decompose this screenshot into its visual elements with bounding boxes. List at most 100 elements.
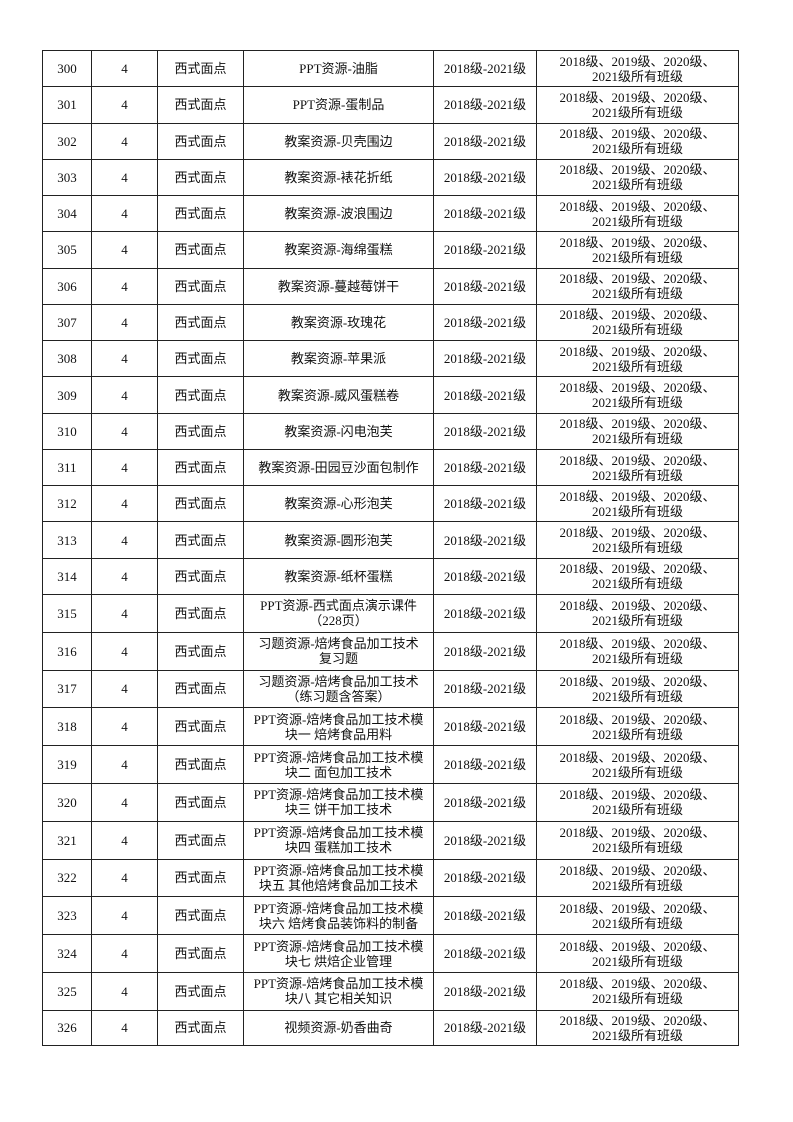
course: 西式面点 bbox=[174, 206, 227, 222]
table-row: 326 4 西式面点 视频资源-奶香曲奇 2018级-2021级 2018级、2019级、… bbox=[42, 1009, 739, 1046]
resource-name: PPT资源-西式面点演示课件 bbox=[260, 598, 417, 614]
table-row: 323 4 西式面点 PPT资源-焙烤食品加工技术模 块六 焙烤食品装饰料的制备 2018… bbox=[42, 896, 739, 936]
semester: 4 bbox=[121, 1020, 128, 1036]
table-cell: 西式面点 bbox=[157, 376, 244, 414]
table-cell: 4 bbox=[91, 521, 158, 559]
table-cell: 西式面点 bbox=[157, 557, 244, 595]
target-classes: 2021级所有班级 bbox=[591, 431, 683, 447]
table-cell: 2018级-2021级 bbox=[433, 412, 537, 450]
table-cell: 2018级、2019级、2020级、 2021级所有班级 bbox=[536, 934, 739, 973]
semester: 4 bbox=[121, 242, 128, 258]
grade-range: 2018级-2021级 bbox=[443, 532, 527, 548]
row-number: 326 bbox=[57, 1020, 77, 1036]
table-cell: 303 bbox=[42, 158, 92, 197]
resource-name: 视频资源-奶香曲奇 bbox=[284, 1020, 393, 1036]
target-classes: 2021级所有班级 bbox=[591, 1027, 683, 1043]
target-classes: 2018级、2019级、2020级、 bbox=[559, 234, 716, 250]
target-classes: 2021级所有班级 bbox=[591, 358, 683, 374]
table-cell: 2018级-2021级 bbox=[433, 1009, 537, 1046]
target-classes: 2021级所有班级 bbox=[591, 688, 683, 704]
table-cell: 教案资源-纸杯蛋糕 bbox=[243, 557, 434, 595]
resource-name: PPT资源-油脂 bbox=[299, 61, 378, 77]
grade-range: 2018级-2021级 bbox=[443, 643, 527, 659]
resource-name: 习题资源-焙烤食品加工技术 bbox=[258, 636, 419, 652]
table-cell: 4 bbox=[91, 412, 158, 450]
grade-range: 2018级-2021级 bbox=[443, 460, 527, 476]
table-cell: 2018级、2019级、2020级、 2021级所有班级 bbox=[536, 448, 739, 487]
row-number: 311 bbox=[57, 460, 77, 476]
grade-range: 2018级-2021级 bbox=[443, 719, 527, 735]
resource-name: 教案资源-圆形泡芙 bbox=[284, 532, 393, 548]
table-cell: 306 bbox=[42, 267, 92, 305]
resource-name: PPT资源-焙烤食品加工技术模 bbox=[253, 862, 424, 878]
table-cell: 4 bbox=[91, 858, 158, 898]
table-row: 316 4 西式面点 习题资源-焙烤食品加工技术 复习题 2018级-2021级 2018级… bbox=[42, 631, 739, 671]
target-classes: 2018级、2019级、2020级、 bbox=[559, 307, 716, 323]
course: 西式面点 bbox=[174, 794, 227, 810]
target-classes: 2018级、2019级、2020级、 bbox=[559, 711, 716, 727]
semester: 4 bbox=[121, 757, 128, 773]
resource-name: PPT资源-焙烤食品加工技术模 bbox=[253, 900, 424, 916]
resource-name: 块五 其他焙烤食品加工技术 bbox=[258, 877, 419, 893]
course: 西式面点 bbox=[174, 719, 227, 735]
semester: 4 bbox=[121, 605, 128, 621]
grade-range: 2018级-2021级 bbox=[443, 242, 527, 258]
table-cell: 4 bbox=[91, 593, 158, 633]
table-cell: 305 bbox=[42, 231, 92, 269]
resource-name: PPT资源-焙烤食品加工技术模 bbox=[253, 825, 424, 841]
course: 西式面点 bbox=[174, 97, 227, 113]
semester: 4 bbox=[121, 908, 128, 924]
table-row: 322 4 西式面点 PPT资源-焙烤食品加工技术模 块五 其他焙烤食品加工技术 2018… bbox=[42, 858, 739, 898]
target-classes: 2021级所有班级 bbox=[591, 286, 683, 302]
table-row: 312 4 西式面点 教案资源-心形泡芙 2018级-2021级 2018级、2019级、… bbox=[42, 485, 739, 523]
course: 西式面点 bbox=[174, 757, 227, 773]
table-cell: 4 bbox=[91, 631, 158, 671]
table-row: 325 4 西式面点 PPT资源-焙烤食品加工技术模 块八 其它相关知识 2018级-20… bbox=[42, 971, 739, 1011]
table-cell: 4 bbox=[91, 340, 158, 378]
table-cell: 西式面点 bbox=[157, 158, 244, 197]
target-classes: 2018级、2019级、2020级、 bbox=[559, 787, 716, 803]
grade-range: 2018级-2021级 bbox=[443, 97, 527, 113]
table-cell: 2018级、2019级、2020级、 2021级所有班级 bbox=[536, 745, 739, 784]
target-classes: 2018级、2019级、2020级、 bbox=[559, 53, 716, 69]
course: 西式面点 bbox=[174, 61, 227, 77]
table-row: 307 4 西式面点 教案资源-玫瑰花 2018级-2021级 2018级、2019级、2… bbox=[42, 303, 739, 342]
target-classes: 2021级所有班级 bbox=[591, 395, 683, 411]
course: 西式面点 bbox=[174, 983, 227, 999]
semester: 4 bbox=[121, 794, 128, 810]
target-classes: 2018级、2019级、2020级、 bbox=[559, 416, 716, 432]
semester: 4 bbox=[121, 870, 128, 886]
table-cell: 4 bbox=[91, 669, 158, 709]
semester: 4 bbox=[121, 169, 128, 185]
table-cell: 2018级、2019级、2020级、 2021级所有班级 bbox=[536, 158, 739, 197]
table-row: 311 4 西式面点 教案资源-田园豆沙面包制作 2018级-2021级 2018级、20… bbox=[42, 448, 739, 487]
grade-range: 2018级-2021级 bbox=[443, 278, 527, 294]
table-cell: 2018级-2021级 bbox=[433, 267, 537, 305]
grade-range: 2018级-2021级 bbox=[443, 605, 527, 621]
target-classes: 2018级、2019级、2020级、 bbox=[559, 825, 716, 841]
resource-name: PPT资源-蛋制品 bbox=[292, 97, 385, 113]
table-cell: 2018级、2019级、2020级、 2021级所有班级 bbox=[536, 707, 739, 747]
table-cell: PPT资源-焙烤食品加工技术模 块八 其它相关知识 bbox=[243, 971, 434, 1011]
table-cell: 326 bbox=[42, 1009, 92, 1046]
table-cell: 4 bbox=[91, 376, 158, 414]
table-row: 304 4 西式面点 教案资源-波浪围边 2018级-2021级 2018级、2019级、… bbox=[42, 195, 739, 233]
resource-name: （228页） bbox=[309, 613, 368, 629]
resource-name: （练习题含答案） bbox=[286, 688, 391, 704]
row-number: 324 bbox=[57, 946, 77, 962]
table-cell: 习题资源-焙烤食品加工技术 复习题 bbox=[243, 631, 434, 671]
target-classes: 2021级所有班级 bbox=[591, 322, 683, 338]
table-cell: 307 bbox=[42, 303, 92, 342]
semester: 4 bbox=[121, 387, 128, 403]
table-cell: 300 bbox=[42, 49, 92, 88]
resource-name: 教案资源-威风蛋糕卷 bbox=[277, 387, 400, 403]
table-cell: 2018级、2019级、2020级、 2021级所有班级 bbox=[536, 412, 739, 450]
table-cell: 西式面点 bbox=[157, 231, 244, 269]
table-row: 309 4 西式面点 教案资源-威风蛋糕卷 2018级-2021级 2018级、2019级… bbox=[42, 376, 739, 414]
target-classes: 2021级所有班级 bbox=[591, 467, 683, 483]
target-classes: 2021级所有班级 bbox=[591, 141, 683, 157]
table-cell: 4 bbox=[91, 896, 158, 936]
table-cell: PPT资源-焙烤食品加工技术模 块六 焙烤食品装饰料的制备 bbox=[243, 896, 434, 936]
resource-name: 教案资源-闪电泡芙 bbox=[284, 423, 393, 439]
table-cell: 4 bbox=[91, 448, 158, 487]
